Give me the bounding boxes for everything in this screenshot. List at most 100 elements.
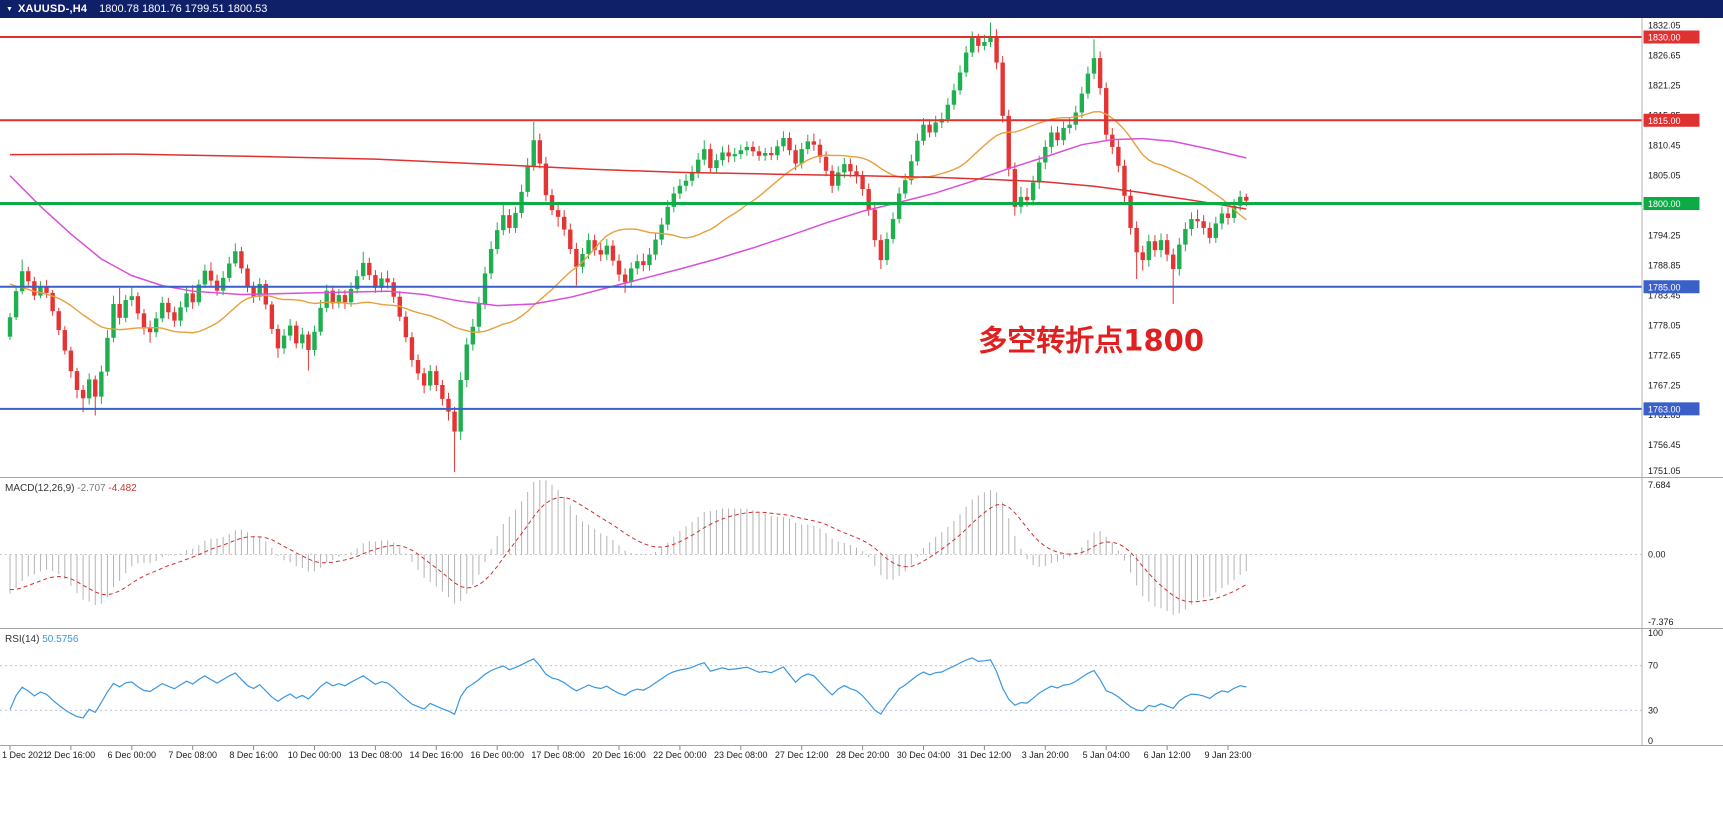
price-axis-label: 1821.25 [1648,81,1681,91]
price-axis-label: 1751.05 [1648,466,1681,476]
chart-title-bar: ▼ XAUUSD-,H4 1800.78 1801.76 1799.51 180… [0,0,1723,18]
candle [641,253,646,272]
candle [1012,162,1018,216]
candle [1219,206,1225,230]
candle [373,270,378,293]
candle [970,31,975,57]
candle [1164,234,1170,262]
price-badge-1763.00: 1763.00 [1643,402,1700,416]
price-axis-label: 1832.05 [1648,21,1681,31]
price-axis-label: 1805.05 [1648,170,1681,180]
candle [689,165,695,187]
candle [318,300,323,336]
candle [635,254,640,275]
candle [598,242,603,262]
candle [482,266,488,309]
candle [519,184,524,218]
candle [555,202,561,227]
time-axis-label: 8 Dec 16:00 [229,750,278,760]
candle [702,140,707,166]
svg-text:1763.00: 1763.00 [1648,404,1681,414]
candle [300,327,305,349]
candle [50,290,55,316]
candle [750,141,756,157]
macd-signal-line [9,496,1247,603]
candle [1079,86,1085,119]
time-axis-label: 2 Dec 16:00 [47,750,96,760]
candle [769,146,774,161]
candle [513,206,518,233]
ma-line-mid-magenta [9,137,1247,307]
candle [233,243,238,267]
time-axis-label: 14 Dec 16:00 [410,750,464,760]
candle [927,119,932,138]
candle [446,392,451,421]
candle [306,331,311,371]
candle [616,254,622,282]
candle [330,285,335,309]
candle [957,65,963,95]
candle [178,301,183,327]
candle [135,292,141,320]
candle [476,296,482,333]
chart-dropdown-icon[interactable]: ▼ [6,5,13,13]
candle [695,152,701,178]
candle [574,242,579,286]
candle [988,22,993,47]
candle [105,330,110,377]
price-axis-label: 1810.45 [1648,141,1681,151]
candle [896,187,902,224]
candle [994,29,999,70]
candle [1037,155,1042,190]
candle [220,271,226,296]
time-axis-label: 13 Dec 08:00 [349,750,403,760]
candle [622,268,628,293]
candle [342,290,348,309]
chart-symbol-timeframe: XAUUSD-,H4 [17,3,88,15]
time-axis-label: 7 Dec 08:00 [168,750,217,760]
candle [196,279,201,306]
candle [1018,186,1024,214]
candle [1134,221,1139,279]
candle [409,332,415,367]
rsi-scale-label: 70 [1648,661,1658,671]
candle [872,204,877,247]
candle [1189,212,1194,236]
candle [80,384,86,413]
candle [1000,55,1005,123]
candle [805,134,810,155]
candle [391,277,396,303]
price-badge-1830.00: 1830.00 [1643,30,1700,44]
candle [184,287,189,313]
candle [1152,235,1158,257]
price-badge-1800.00: 1800.00 [1643,197,1700,210]
candle [32,276,37,301]
price-axis-label: 1783.45 [1648,290,1681,300]
svg-text:1830.00: 1830.00 [1648,33,1681,43]
candle [890,212,896,244]
candle [111,295,116,343]
candle [951,83,957,110]
macd-histogram [9,480,1247,615]
candle [1213,216,1219,243]
candle [434,365,439,392]
candle [842,157,847,178]
candle [129,287,134,307]
macd-title: MACD(12,26,9) -2.707 -4.482 [5,483,137,494]
macd-scale-label: 0.00 [1648,549,1666,559]
candle [257,277,262,301]
time-axis-label: 10 Dec 00:00 [288,750,342,760]
candle [464,337,469,388]
time-axis-label: 28 Dec 20:00 [836,750,890,760]
price-axis-label: 1778.05 [1648,320,1681,330]
candle [1073,105,1078,131]
candle [683,174,689,192]
time-axis-label: 3 Jan 20:00 [1022,750,1069,760]
candle [56,307,61,336]
svg-text:1800.00: 1800.00 [1648,199,1681,209]
candle [775,140,780,161]
candle [123,295,128,323]
annotation-text[interactable]: 多空转折点1800 [978,324,1204,358]
candle [166,297,171,319]
